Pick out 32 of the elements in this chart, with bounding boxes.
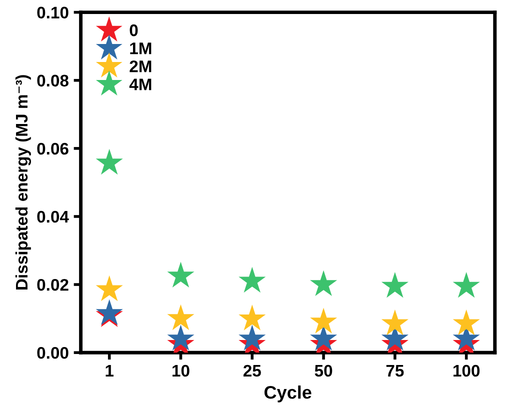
point (452, 309, 480, 336)
x-tick-label: 25 (243, 364, 261, 377)
x-tick-label: 100 (453, 364, 480, 377)
x-tick-label: 10 (172, 364, 190, 377)
legend-label: 2M (130, 60, 152, 72)
point (96, 275, 123, 302)
y-tick-label: 0.06 (37, 142, 68, 155)
x-tick-label: 1 (106, 365, 114, 376)
x-tick-label: 50 (314, 364, 332, 377)
point (238, 266, 266, 293)
point (167, 324, 194, 350)
point (310, 308, 338, 334)
point (238, 324, 266, 350)
y-tick-label: 0.08 (37, 74, 68, 87)
legend-label: 4M (129, 78, 152, 90)
y-axis-title: Dissipated energy (MJ m⁻³) (15, 75, 32, 290)
y-tick-label: 0.02 (37, 278, 68, 291)
point (167, 304, 194, 330)
point (452, 272, 480, 298)
legend-label: 0 (130, 24, 138, 36)
y-tick-label: 0.00 (37, 347, 68, 359)
x-tick-label: 75 (386, 365, 404, 377)
point (381, 272, 408, 298)
y-tick-label: 0.04 (37, 210, 69, 223)
point (381, 309, 408, 336)
point (310, 270, 338, 296)
legend-label: 1M (130, 42, 152, 54)
point (167, 262, 194, 288)
point (96, 148, 123, 175)
y-tick-label: 0.10 (37, 6, 68, 19)
x-axis-title: Cycle (264, 386, 312, 402)
point (238, 304, 266, 330)
